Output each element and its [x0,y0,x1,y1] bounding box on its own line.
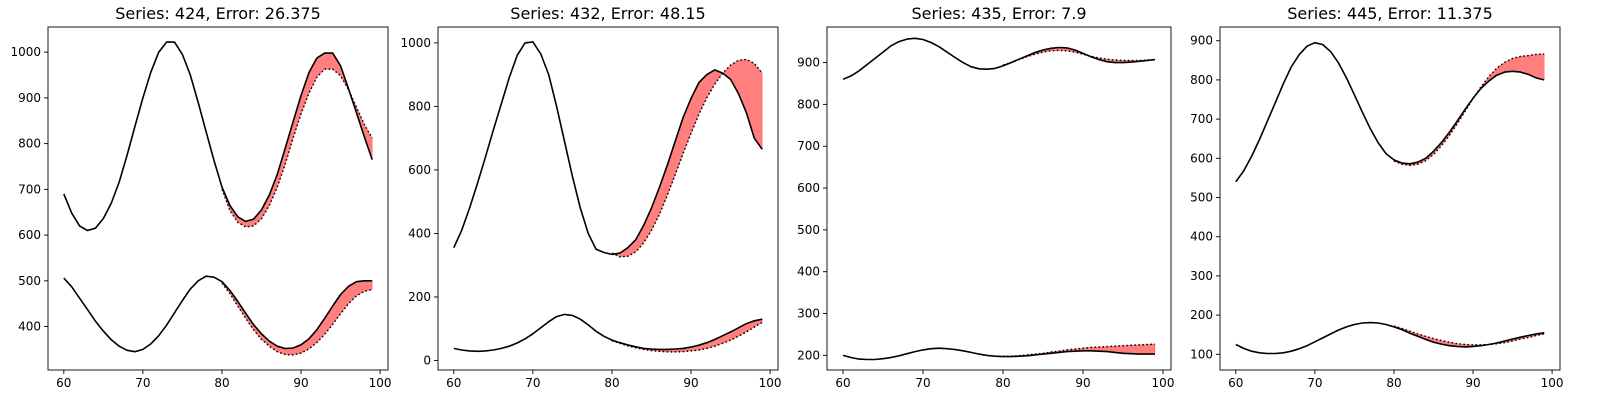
y-tick-label: 900 [797,56,820,70]
x-tick-label: 70 [1307,376,1322,390]
y-tick-label: 200 [1190,308,1213,322]
error-fill-area [221,52,373,228]
actual-line [453,41,763,256]
error-fill-area [1393,53,1545,166]
y-tick-label: 500 [18,274,41,288]
chart-title: Series: 432, Error: 48.15 [510,4,705,23]
actual-line [453,313,763,353]
y-tick-label: 800 [18,137,41,151]
y-tick-label: 800 [1190,73,1213,87]
y-tick-label: 200 [408,290,431,304]
y-tick-label: 500 [797,223,820,237]
x-tick-label: 60 [56,376,71,390]
actual-line [63,41,373,232]
chart-panel-1: Series: 424, Error: 26.375 60 70 80 90 100 400… [10,4,391,390]
y-tick-label: 500 [1190,191,1213,205]
axes-frame [826,26,1172,371]
error-fill-area [611,59,763,258]
x-tick-label: 100 [369,376,392,390]
prediction-line [611,58,763,258]
y-tick-label: 600 [797,181,820,195]
x-tick-label: 90 [683,376,698,390]
y-tick-label: 400 [408,226,431,240]
y-tick-label: 400 [18,320,41,334]
x-tick-label: 60 [835,376,850,390]
y-tick-label: 1000 [10,45,41,59]
y-tick-label: 800 [797,97,820,111]
prediction-line [1003,343,1156,357]
x-tick-label: 70 [525,376,540,390]
axes-frame [1219,26,1561,371]
chart-title: Series: 424, Error: 26.375 [115,4,321,23]
actual-line [842,37,1156,81]
x-tick-label: 90 [1075,376,1090,390]
actual-line [1235,41,1545,183]
x-tick-label: 100 [1152,376,1175,390]
y-tick-label: 700 [797,139,820,153]
chart-title: Series: 445, Error: 11.375 [1287,4,1493,23]
chart-panel-4: Series: 445, Error: 11.375 60 70 80 90 100 100… [1190,4,1563,390]
x-tick-label: 80 [214,376,229,390]
y-tick-label: 100 [1190,347,1213,361]
prediction-line [1393,53,1545,167]
y-tick-label: 900 [1190,34,1213,48]
y-tick-label: 600 [18,228,41,242]
y-tick-label: 600 [1190,151,1213,165]
x-tick-label: 100 [759,376,782,390]
x-tick-label: 80 [1386,376,1401,390]
axes-frame [437,26,779,371]
prediction-line [221,282,373,356]
y-tick-label: 900 [18,91,41,105]
prediction-line [221,68,373,228]
prediction-line [1393,325,1545,346]
x-tick-label: 100 [1541,376,1564,390]
x-tick-label: 80 [995,376,1010,390]
y-tick-label: 400 [1190,230,1213,244]
x-tick-label: 80 [604,376,619,390]
x-tick-label: 70 [915,376,930,390]
x-tick-label: 90 [293,376,308,390]
actual-line [1235,321,1545,355]
y-tick-label: 700 [1190,112,1213,126]
axes-frame [47,26,389,371]
y-tick-label: 400 [797,265,820,279]
x-tick-label: 70 [135,376,150,390]
prediction-line [611,321,763,353]
y-tick-label: 200 [797,348,820,362]
actual-line [63,275,373,353]
x-tick-label: 60 [446,376,461,390]
chart-panel-3: Series: 435, Error: 7.9 60 70 80 90 100 200 300… [797,4,1174,390]
y-tick-label: 300 [1190,269,1213,283]
x-tick-label: 60 [1228,376,1243,390]
chart-title: Series: 435, Error: 7.9 [911,4,1086,23]
y-tick-label: 1000 [400,36,431,50]
y-tick-label: 600 [408,163,431,177]
y-tick-label: 0 [423,353,431,367]
y-tick-label: 300 [797,307,820,321]
y-tick-label: 700 [18,182,41,196]
y-tick-label: 800 [408,99,431,113]
x-tick-label: 90 [1465,376,1480,390]
actual-line [842,347,1155,361]
